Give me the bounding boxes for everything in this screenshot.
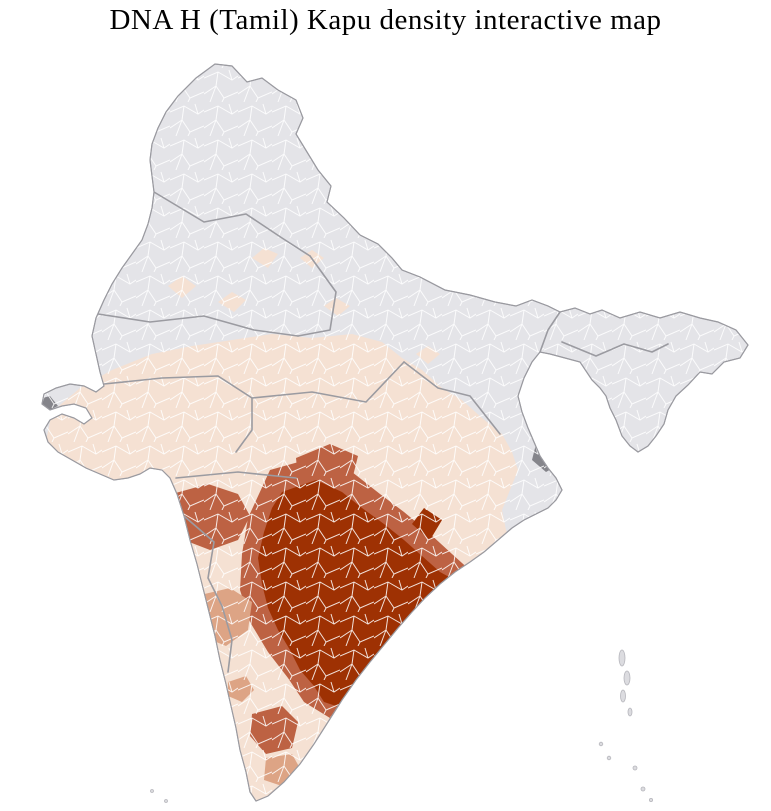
- map-title: DNA H (Tamil) Kapu density interactive m…: [109, 4, 662, 36]
- lakshadweep-islands[interactable]: [150, 789, 168, 803]
- district-boundaries-mesh: [42, 64, 748, 801]
- state-borders: [97, 191, 669, 673]
- india-outline: [41, 63, 749, 802]
- district-low-northeast-1[interactable]: [688, 292, 714, 310]
- andaman-nicobar-islands[interactable]: [598, 649, 654, 803]
- district-low-northeast-2[interactable]: [592, 412, 616, 430]
